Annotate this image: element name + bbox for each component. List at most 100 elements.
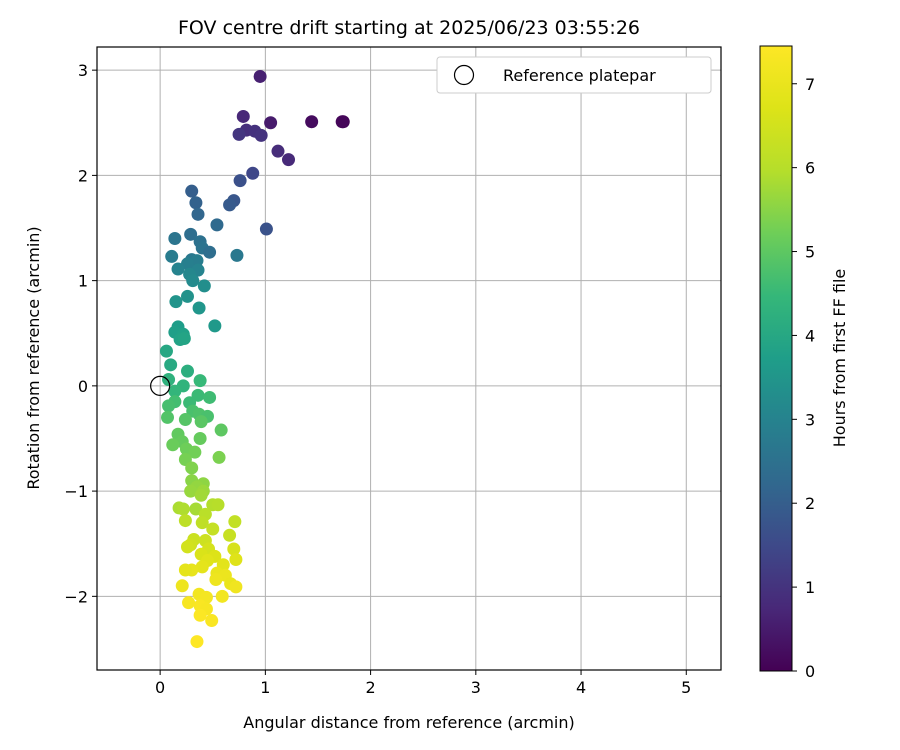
data-point — [191, 388, 205, 402]
colorbar-gradient — [759, 45, 793, 672]
data-point — [197, 279, 211, 293]
legend-box — [436, 56, 712, 94]
data-point — [180, 257, 194, 271]
data-point — [195, 560, 209, 574]
data-point — [223, 528, 237, 542]
data-point — [203, 390, 217, 404]
data-point — [177, 332, 191, 346]
colorbar-tick-label: 0 — [805, 662, 815, 681]
colorbar-ticks: 0 1 2 3 4 5 6 7 — [792, 75, 815, 681]
y-tick-label: 3 — [78, 61, 88, 80]
colorbar-tick-label: 3 — [805, 410, 815, 429]
data-point — [169, 295, 183, 309]
data-point — [166, 438, 180, 452]
data-point — [178, 563, 192, 577]
data-point — [185, 461, 199, 475]
data-point — [168, 232, 182, 246]
grid-lines — [97, 47, 721, 670]
colorbar-label: Hours from first FF file — [830, 269, 849, 448]
data-point — [189, 196, 203, 210]
data-point — [190, 635, 204, 649]
data-point — [335, 115, 349, 129]
data-point — [208, 319, 222, 333]
data-point — [168, 384, 182, 398]
data-point — [264, 116, 278, 130]
data-point — [203, 245, 217, 259]
data-point — [229, 580, 243, 594]
data-point — [180, 364, 194, 378]
y-tick-label: 1 — [78, 272, 88, 291]
data-point — [186, 274, 200, 288]
data-point — [165, 249, 179, 263]
data-point — [178, 514, 192, 528]
data-point — [164, 358, 178, 372]
data-point — [175, 579, 189, 593]
data-point — [194, 488, 208, 502]
data-point — [162, 373, 176, 387]
legend: Reference platepar — [436, 56, 712, 94]
colorbar-tick-label: 7 — [805, 75, 815, 94]
data-point — [205, 614, 219, 628]
data-point — [162, 399, 176, 413]
x-tick-label: 3 — [471, 678, 481, 697]
data-point — [210, 218, 224, 232]
data-point — [185, 184, 199, 198]
reference-marker — [150, 375, 171, 396]
y-tick-label: −2 — [64, 587, 88, 606]
colorbar-tick-label: 4 — [805, 326, 815, 345]
data-point — [211, 498, 225, 512]
data-point — [223, 198, 237, 212]
data-point — [254, 128, 268, 142]
data-point — [246, 166, 260, 180]
colorbar-tick-label: 1 — [805, 578, 815, 597]
x-tick-label: 0 — [155, 678, 165, 697]
colorbar: 0 1 2 3 4 5 6 7 Hours from first FF file — [759, 45, 849, 681]
data-point — [178, 413, 192, 427]
colorbar-tick-label: 6 — [805, 159, 815, 178]
x-tick-label: 5 — [681, 678, 691, 697]
data-point — [259, 222, 273, 236]
reference-platepar-marker — [150, 375, 171, 396]
y-axis-label: Rotation from reference (arcmin) — [24, 226, 43, 489]
data-point — [180, 289, 194, 303]
y-axis-ticks: −2 −1 0 1 2 3 — [64, 61, 97, 606]
data-points — [159, 69, 350, 649]
data-point — [176, 502, 190, 516]
data-point — [215, 589, 229, 603]
data-point — [212, 450, 226, 464]
legend-label-reference: Reference platepar — [503, 66, 656, 85]
data-point — [184, 484, 198, 498]
plot-frame — [96, 46, 722, 671]
data-point — [193, 608, 207, 622]
data-point — [229, 553, 243, 567]
y-tick-label: 0 — [78, 377, 88, 396]
chart-title: FOV centre drift starting at 2025/06/23 … — [178, 17, 640, 39]
data-point — [171, 262, 185, 276]
data-point — [236, 109, 250, 123]
data-point — [193, 431, 207, 445]
data-point — [233, 174, 247, 188]
x-tick-label: 4 — [576, 678, 586, 697]
data-point — [193, 374, 207, 388]
colorbar-tick-label: 2 — [805, 494, 815, 513]
data-point — [206, 522, 220, 536]
x-tick-label: 2 — [365, 678, 375, 697]
data-point — [195, 516, 209, 530]
data-point — [180, 540, 194, 554]
data-point — [161, 410, 175, 424]
data-point — [253, 69, 267, 83]
data-point — [214, 423, 228, 437]
x-axis-label: Angular distance from reference (arcmin) — [243, 713, 574, 732]
y-tick-label: −1 — [64, 482, 88, 501]
data-point — [159, 344, 173, 358]
data-point — [227, 542, 241, 556]
x-tick-label: 1 — [260, 678, 270, 697]
data-point — [184, 227, 198, 241]
data-point — [271, 144, 285, 158]
data-point — [228, 515, 242, 529]
data-point — [230, 248, 244, 262]
data-point — [209, 572, 223, 586]
data-point — [192, 301, 206, 315]
colorbar-tick-label: 5 — [805, 243, 815, 262]
